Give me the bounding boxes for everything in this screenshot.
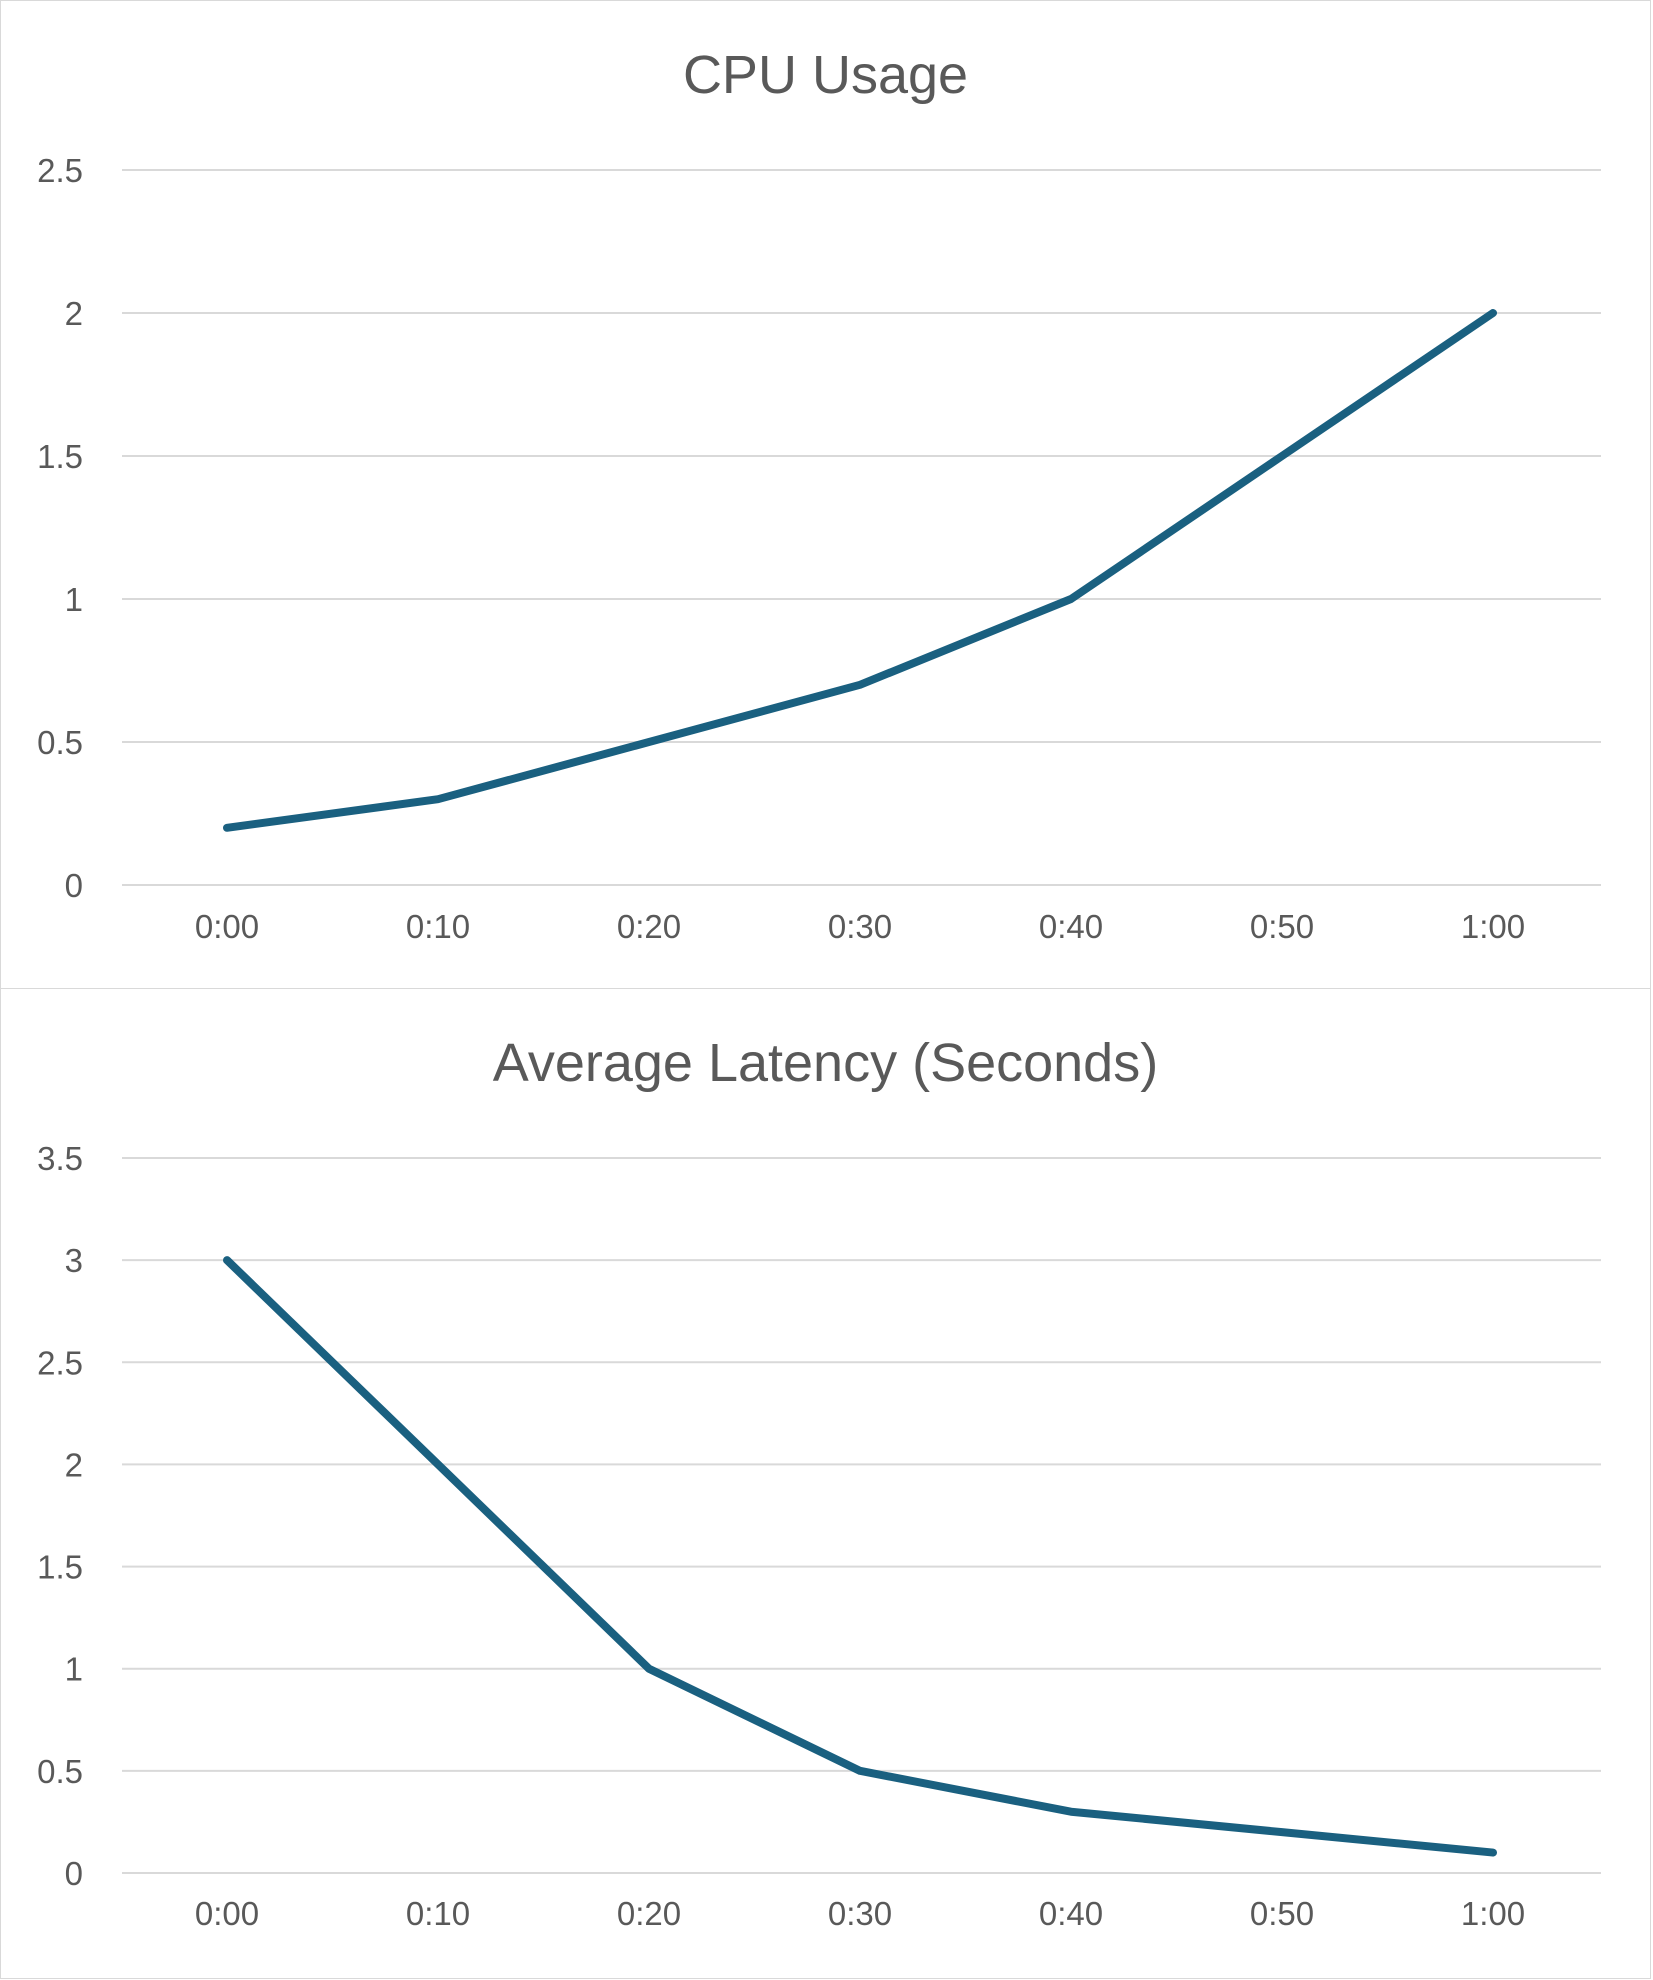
x-tick-label: 0:40 [1039, 908, 1103, 945]
x-tick-label: 1:00 [1461, 1895, 1525, 1932]
x-tick-label: 0:00 [195, 1895, 259, 1932]
x-tick-label: 0:40 [1039, 1895, 1103, 1932]
y-tick-label: 2.5 [37, 1344, 83, 1381]
chart-title: CPU Usage [682, 45, 969, 105]
y-tick-label: 1 [65, 581, 83, 618]
y-tick-label: 0.5 [37, 1753, 83, 1790]
y-tick-label: 3 [65, 1242, 83, 1279]
average-latency-plot: 0 0.5 1 1.5 2 2.5 3 3.5 0:00 0:10 0:20 0:30 0:40 0:50… [37, 1140, 1601, 1932]
x-tick-label: 0:30 [828, 1895, 892, 1932]
cpu-usage-plot: 0 0.5 1 1.5 2 2.5 0:00 0:10 0:20 0:30 0:40 0:50 1:00 [37, 152, 1601, 945]
chart-title: Average Latency (Seconds) [492, 1033, 1159, 1093]
average-latency-chart: Average Latency (Seconds) 0 0.5 1 1.5 2 2.5 3 3… [0, 988, 1651, 1979]
series-line [223, 309, 1497, 832]
y-tick-label: 1 [65, 1651, 83, 1688]
x-tick-label: 0:50 [1250, 908, 1314, 945]
y-tick-label: 2 [65, 1446, 83, 1483]
x-tick-label: 0:20 [617, 1895, 681, 1932]
y-tick-label: 2.5 [37, 152, 83, 189]
y-tick-label: 3.5 [37, 1140, 83, 1177]
x-tick-label: 0:00 [195, 908, 259, 945]
x-tick-label: 0:10 [406, 1895, 470, 1932]
x-tick-label: 0:20 [617, 908, 681, 945]
series-line [223, 1256, 1497, 1857]
y-tick-label: 1.5 [37, 438, 83, 475]
x-tick-label: 0:10 [406, 908, 470, 945]
y-tick-label: 0 [65, 867, 83, 904]
x-tick-label: 0:30 [828, 908, 892, 945]
x-tick-label: 0:50 [1250, 1895, 1314, 1932]
y-tick-label: 2 [65, 295, 83, 332]
x-tick-label: 1:00 [1461, 908, 1525, 945]
y-tick-label: 0 [65, 1855, 83, 1892]
y-tick-label: 1.5 [37, 1549, 83, 1586]
cpu-usage-chart: CPU Usage 0 0.5 1 1.5 2 2.5 0:00 0:10 0:20 0:30 0:… [0, 0, 1651, 989]
y-tick-label: 0.5 [37, 724, 83, 761]
